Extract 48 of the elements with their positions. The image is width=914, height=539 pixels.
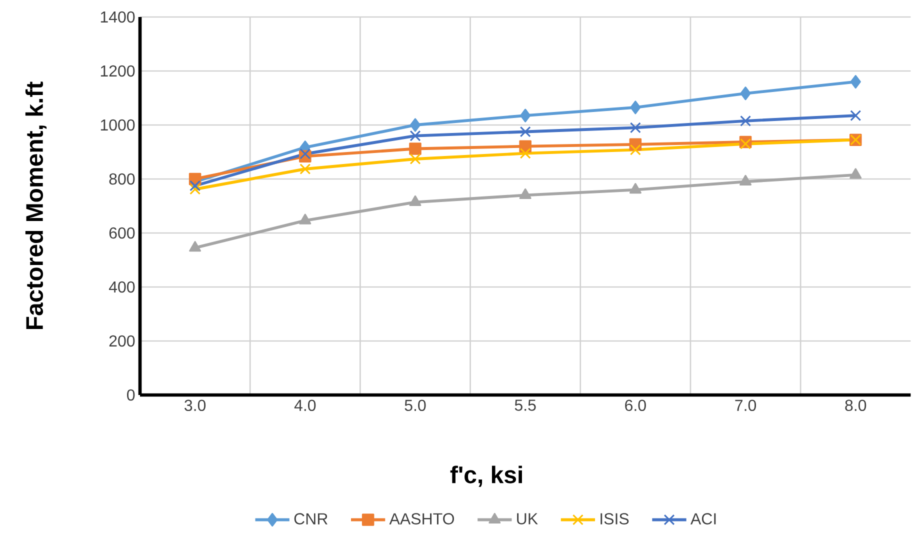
point — [850, 110, 862, 122]
point — [190, 180, 201, 192]
y-tick-label: 200 — [109, 335, 135, 347]
point — [299, 214, 312, 224]
y-tick-label: 400 — [108, 281, 135, 293]
point — [630, 100, 641, 114]
y-axis-title: Factored Moment, k.ft — [25, 82, 47, 330]
x-axis-title: f'c, ksi — [450, 466, 522, 487]
x-tick-label: 4.0 — [294, 400, 316, 412]
x-tick-label: 3.0 — [184, 400, 206, 412]
point — [190, 184, 201, 195]
point — [520, 148, 531, 159]
point — [409, 142, 422, 155]
point — [740, 115, 752, 126]
x-tick-label: 5.5 — [514, 400, 536, 411]
y-tick-label: 1200 — [100, 65, 135, 77]
point — [850, 168, 862, 179]
legend-label: ACI — [690, 513, 716, 524]
point — [300, 163, 311, 175]
point — [740, 86, 751, 100]
point — [409, 195, 422, 206]
point — [740, 138, 752, 150]
y-tick-label: 800 — [109, 173, 135, 185]
x-tick-label: 7.0 — [735, 400, 756, 412]
point — [519, 188, 532, 199]
point — [300, 148, 311, 160]
y-tick-label: 0 — [127, 389, 135, 401]
point — [520, 108, 531, 122]
point — [629, 182, 642, 194]
point — [520, 126, 531, 138]
point — [630, 144, 641, 156]
x-tick-label: 5.0 — [404, 400, 426, 412]
point — [410, 154, 421, 165]
point — [740, 174, 752, 186]
point — [410, 130, 421, 142]
y-tick-label: 600 — [109, 227, 135, 239]
point — [630, 122, 641, 134]
legend-label: CNR — [294, 513, 328, 524]
y-tick-label: 1400 — [100, 11, 135, 23]
legend-label: AASHTO — [389, 513, 454, 524]
legend-label: ISIS — [600, 513, 629, 524]
point — [410, 118, 421, 132]
point — [189, 241, 202, 252]
x-tick-label: 6.0 — [625, 400, 646, 412]
x-tick-label: 8.0 — [845, 400, 866, 412]
point — [850, 74, 861, 89]
y-tick-label: 1000 — [100, 119, 135, 131]
legend-label: UK — [517, 513, 538, 524]
